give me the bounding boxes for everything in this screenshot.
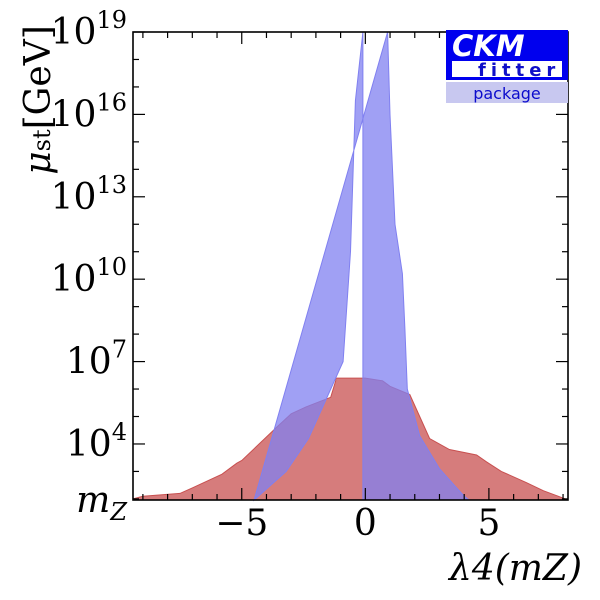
- plot-areas: [132, 31, 569, 502]
- area-series-2: [253, 31, 471, 502]
- y-tick-labels: mZ 104 107 1010 1013 1016 1019: [51, 6, 129, 526]
- logo-right-bar: [562, 61, 568, 79]
- y-tick-label: 1019: [51, 6, 127, 53]
- ckmfitter-logo: CKM fitter package: [446, 29, 568, 103]
- logo-package-text: package: [473, 84, 541, 103]
- logo-sub-text: fitter: [478, 60, 560, 81]
- y-tick-label: mZ: [76, 480, 128, 526]
- y-tick-label: 104: [66, 418, 127, 465]
- plot-frame: [132, 31, 569, 501]
- x-tick-labels: −5 0 5: [215, 503, 500, 544]
- logo-main-text: CKM: [452, 29, 525, 63]
- y-tick-label: 1010: [51, 253, 127, 300]
- y-tick-label: 107: [66, 336, 127, 383]
- area-series-1: [132, 377, 569, 501]
- y-axis-title: μst[GeV]: [18, 25, 59, 175]
- y-tick-label: 1013: [51, 171, 127, 218]
- y-tick-label: 1016: [51, 88, 127, 135]
- logo-package-band: [446, 82, 568, 103]
- logo-bottom-bar: [446, 77, 568, 80]
- x-tick-label: 5: [477, 503, 500, 544]
- x-tick-label: −5: [215, 503, 268, 544]
- logo-left-bar: [446, 61, 452, 79]
- x-axis-title: λ4(mZ): [447, 548, 582, 589]
- x-tick-label: 0: [354, 503, 377, 544]
- logo-top-band: [446, 30, 568, 61]
